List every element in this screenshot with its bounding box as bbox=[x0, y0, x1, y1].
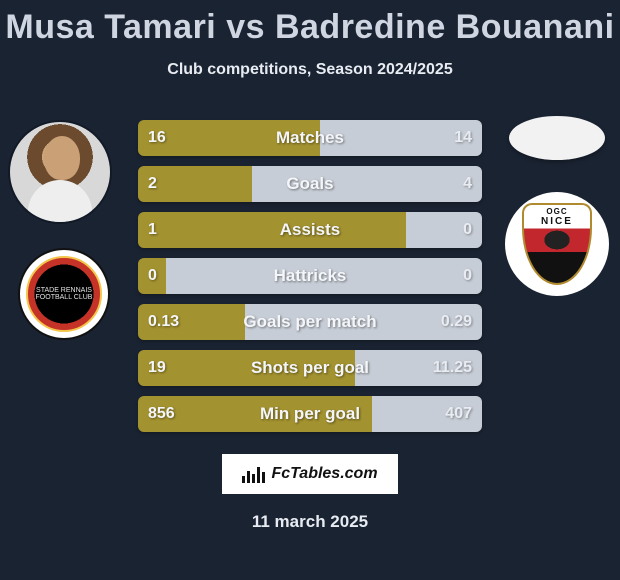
bar-right-segment: 11.25 bbox=[355, 350, 482, 386]
bar-left-value: 2 bbox=[148, 175, 157, 193]
bar-left-segment: 19 bbox=[138, 350, 355, 386]
bar-right-segment: 14 bbox=[320, 120, 482, 156]
bar-left-segment: 856 bbox=[138, 396, 372, 432]
comparison-bars: 1614Matches24Goals10Assists00Hattricks0.… bbox=[138, 120, 482, 442]
bar-row: 0.130.29Goals per match bbox=[138, 304, 482, 340]
bar-row: 24Goals bbox=[138, 166, 482, 202]
bar-row: 10Assists bbox=[138, 212, 482, 248]
bar-left-value: 16 bbox=[148, 129, 166, 147]
bar-right-value: 407 bbox=[445, 405, 472, 423]
left-column: STADE RENNAIS FOOTBALL CLUB bbox=[8, 120, 118, 340]
bar-row: 1911.25Shots per goal bbox=[138, 350, 482, 386]
bars-icon bbox=[242, 465, 265, 483]
bar-left-value: 19 bbox=[148, 359, 166, 377]
page-title: Musa Tamari vs Badredine Bouanani bbox=[0, 0, 620, 47]
bar-left-value: 1 bbox=[148, 221, 157, 239]
bar-row: 00Hattricks bbox=[138, 258, 482, 294]
bar-left-segment: 1 bbox=[138, 212, 406, 248]
player-left-avatar bbox=[8, 120, 112, 224]
bar-left-value: 0.13 bbox=[148, 313, 179, 331]
bar-left-value: 0 bbox=[148, 267, 157, 285]
footer-date: 11 march 2025 bbox=[0, 512, 620, 532]
bar-row: 856407Min per goal bbox=[138, 396, 482, 432]
brand-logo: FcTables.com bbox=[222, 454, 398, 494]
right-column: OGC NICE bbox=[502, 116, 612, 296]
bar-right-segment: 407 bbox=[372, 396, 482, 432]
bar-left-segment: 2 bbox=[138, 166, 252, 202]
bar-row: 1614Matches bbox=[138, 120, 482, 156]
club-left-badge-inner: STADE RENNAIS FOOTBALL CLUB bbox=[26, 256, 102, 332]
bar-right-value: 4 bbox=[463, 175, 472, 193]
bar-right-value: 0 bbox=[463, 267, 472, 285]
bar-left-value: 856 bbox=[148, 405, 175, 423]
club-left-badge: STADE RENNAIS FOOTBALL CLUB bbox=[18, 248, 110, 340]
player-right-flag bbox=[509, 116, 605, 160]
bar-right-value: 14 bbox=[454, 129, 472, 147]
eagle-icon bbox=[542, 229, 572, 251]
bar-left-segment: 0.13 bbox=[138, 304, 245, 340]
bar-right-segment: 4 bbox=[252, 166, 482, 202]
bar-right-segment: 0.29 bbox=[245, 304, 482, 340]
page-subtitle: Club competitions, Season 2024/2025 bbox=[0, 61, 620, 79]
bar-right-value: 0 bbox=[463, 221, 472, 239]
bar-right-value: 11.25 bbox=[433, 359, 472, 377]
bar-left-segment: 16 bbox=[138, 120, 320, 156]
club-right-shield: OGC NICE bbox=[522, 203, 592, 285]
club-right-badge: OGC NICE bbox=[505, 192, 609, 296]
club-right-name: NICE bbox=[541, 216, 573, 227]
brand-text: FcTables.com bbox=[271, 465, 377, 483]
club-left-badge-text: STADE RENNAIS FOOTBALL CLUB bbox=[28, 287, 100, 302]
bar-right-segment: 0 bbox=[406, 212, 482, 248]
bar-right-segment: 0 bbox=[166, 258, 482, 294]
club-right-top-text: OGC bbox=[546, 207, 567, 216]
bar-left-segment: 0 bbox=[138, 258, 166, 294]
bar-right-value: 0.29 bbox=[441, 313, 472, 331]
